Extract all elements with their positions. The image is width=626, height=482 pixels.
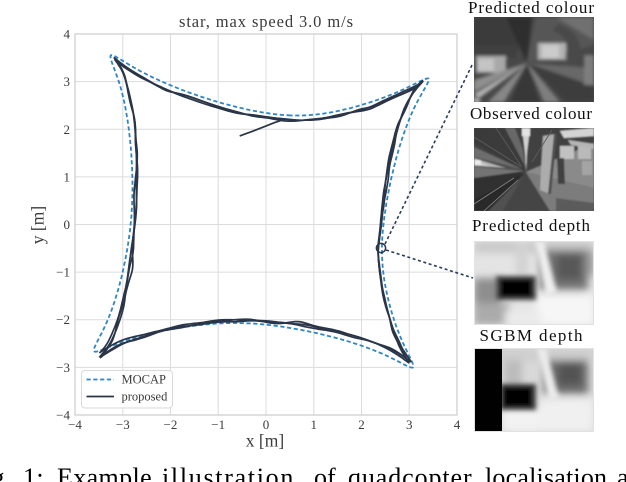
svg-text:Predicted colour: Predicted colour <box>468 0 594 17</box>
svg-text:4: 4 <box>64 27 71 42</box>
svg-text:−2: −2 <box>164 417 178 432</box>
svg-text:SGBM depth: SGBM depth <box>480 326 584 345</box>
svg-text:−4: −4 <box>68 417 82 432</box>
svg-text:1: 1 <box>311 417 318 432</box>
svg-text:1: 1 <box>64 169 71 184</box>
svg-text:x [m]: x [m] <box>246 431 284 451</box>
svg-text:Predicted depth: Predicted depth <box>472 216 591 235</box>
svg-text:−2: −2 <box>56 312 70 327</box>
svg-text:Observed colour: Observed colour <box>470 104 592 123</box>
svg-text:MOCAP: MOCAP <box>122 373 167 387</box>
svg-text:−3: −3 <box>116 417 130 432</box>
svg-text:proposed: proposed <box>122 390 169 404</box>
svg-text:2: 2 <box>358 417 365 432</box>
svg-text:−3: −3 <box>56 360 70 375</box>
svg-text:−1: −1 <box>211 417 225 432</box>
svg-text:0: 0 <box>263 417 270 432</box>
svg-text:0: 0 <box>64 217 71 232</box>
svg-text:2: 2 <box>64 122 71 137</box>
svg-text:3: 3 <box>406 417 413 432</box>
svg-text:star, max speed 3.0 m/s: star, max speed 3.0 m/s <box>179 12 353 31</box>
svg-text:−4: −4 <box>56 408 70 423</box>
svg-text:4: 4 <box>454 417 461 432</box>
svg-text:−1: −1 <box>56 265 70 280</box>
svg-text:y [m]: y [m] <box>28 206 48 244</box>
svg-text:3: 3 <box>64 74 71 89</box>
